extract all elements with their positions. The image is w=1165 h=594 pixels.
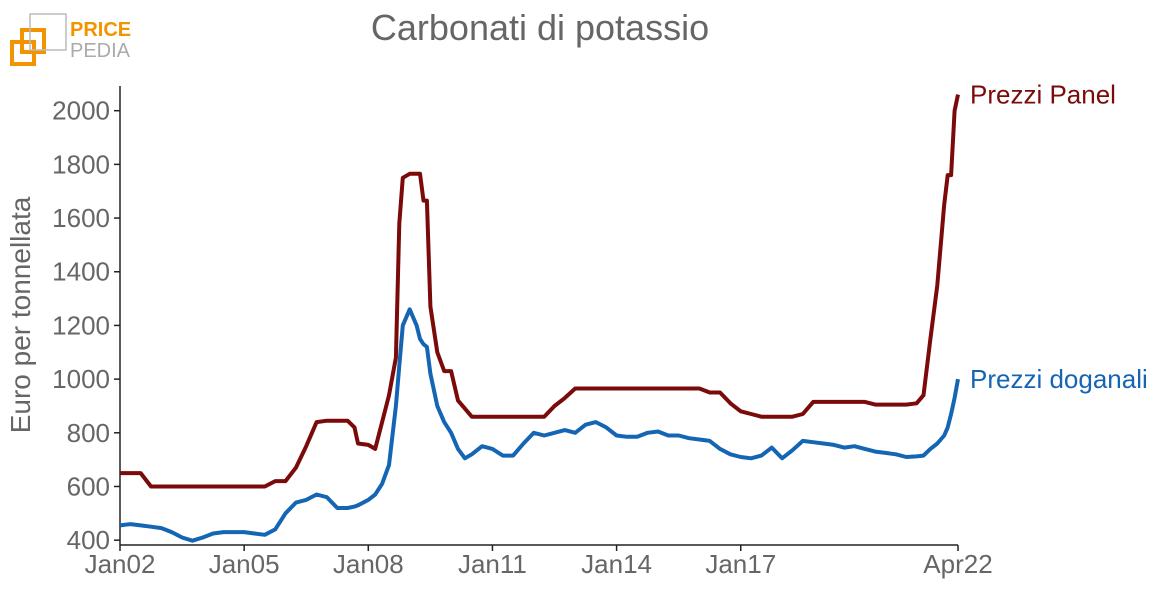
y-tick-label: 400	[67, 525, 110, 555]
y-tick-label: 1800	[52, 149, 110, 179]
line-series	[120, 94, 960, 489]
x-tick-label: Jan05	[209, 549, 280, 579]
y-tick-label: 1200	[52, 310, 110, 340]
x-tick-label: Jan02	[85, 549, 156, 579]
x-tick-label: Jan11	[458, 549, 527, 579]
logo-icon	[10, 40, 36, 66]
y-tick-label: 2000	[52, 96, 110, 126]
y-tick-label: 800	[67, 418, 110, 448]
y-tick-label: 1400	[52, 257, 110, 287]
logo-text: PRICE	[70, 19, 131, 41]
y-tick-label: 600	[67, 471, 110, 501]
x-tick-label: Jan14	[581, 549, 652, 579]
x-tick-label: Jan17	[705, 549, 776, 579]
line-series	[119, 307, 960, 543]
logo-text: PEDIA	[70, 40, 131, 62]
logo: PRICE PEDIA	[10, 13, 131, 66]
y-tick-label: 1600	[52, 203, 110, 233]
series-label: Prezzi doganali	[970, 364, 1148, 394]
series-label: Prezzi Panel	[970, 80, 1116, 110]
y-tick-label: 1000	[52, 364, 110, 394]
x-tick-label: Apr22	[923, 549, 992, 579]
x-tick-label: Jan08	[333, 549, 404, 579]
chart-title: Carbonati di potassio	[371, 7, 709, 48]
logo-icon	[29, 13, 67, 51]
y-axis-label: Euro per tonnellata	[5, 196, 36, 433]
